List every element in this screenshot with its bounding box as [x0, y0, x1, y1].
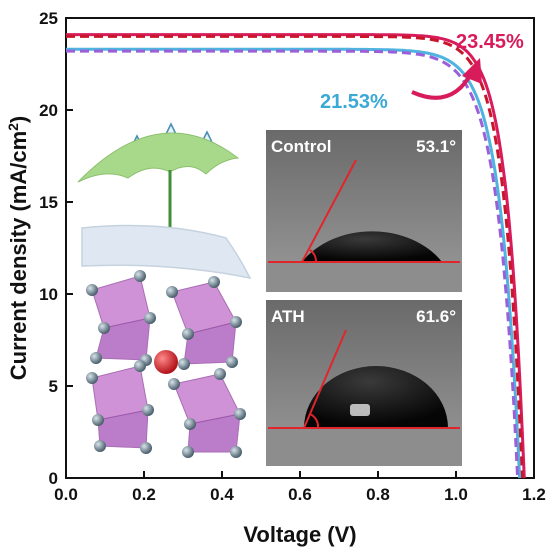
inset-ath-angle: 61.6° — [416, 307, 456, 326]
y-axis-label-superscript: 2 — [5, 123, 21, 131]
x-tick-label: 0.4 — [210, 485, 234, 504]
cation-sphere — [154, 350, 178, 374]
y-axis-label: Current density (mA/cm2) — [5, 116, 31, 381]
x-tick-label: 1.0 — [444, 485, 468, 504]
y-tick-label: 0 — [49, 469, 58, 488]
x-tick-label: 0.6 — [288, 485, 312, 504]
perovskite-crystal-icon — [86, 270, 246, 458]
y-tick-label: 15 — [39, 193, 58, 212]
y-axis-label-main: Current density (mA/cm — [6, 131, 31, 380]
axes: 0.0 0.2 0.4 0.6 0.8 1.0 1.2 0 5 10 15 20 25 Voltage (… — [5, 9, 546, 547]
y-tick-label: 5 — [49, 377, 58, 396]
arrow-head-icon — [462, 58, 482, 84]
x-tick-label: 0.0 — [54, 485, 78, 504]
x-tick-label: 0.2 — [132, 485, 156, 504]
film-icon — [81, 224, 252, 280]
y-tick-label: 20 — [39, 101, 58, 120]
x-axis-label: Voltage (V) — [243, 522, 356, 547]
x-tick-label: 0.8 — [366, 485, 390, 504]
y-tick-label: 25 — [39, 9, 58, 28]
jv-curve-2 — [66, 34, 524, 479]
inset-control: Control 53.1° — [266, 130, 462, 292]
jv-curve-1 — [66, 33, 526, 479]
efficiency-ath-label: 23.45% — [456, 31, 524, 53]
jv-curve-4 — [66, 49, 520, 479]
inset-ath: ATH 61.6° — [266, 300, 462, 466]
efficiency-control-label: 21.53% — [320, 91, 388, 113]
jv-curves — [66, 33, 526, 479]
jv-curve-3 — [66, 47, 522, 479]
y-tick-label: 10 — [39, 285, 58, 304]
inset-control-label: Control — [271, 137, 331, 156]
improvement-arrow-icon — [411, 71, 474, 100]
water-droplet — [302, 231, 442, 262]
schematic-illustration — [77, 122, 252, 458]
inset-control-angle: 53.1° — [416, 137, 456, 156]
annotations: 23.45% 21.53% — [320, 31, 524, 113]
y-axis-label-close: ) — [6, 116, 31, 123]
water-droplet — [304, 366, 448, 428]
inset-ath-label: ATH — [271, 307, 305, 326]
x-tick-label: 1.2 — [522, 485, 546, 504]
